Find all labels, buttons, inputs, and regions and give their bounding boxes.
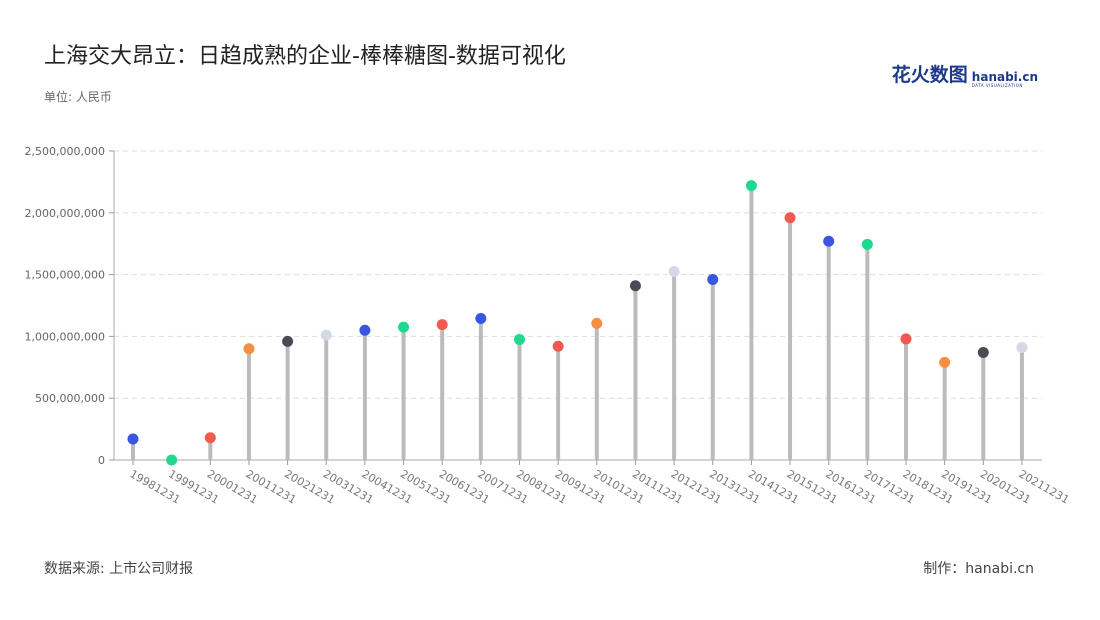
lollipop-dot[interactable]	[398, 321, 410, 333]
lollipop-dot[interactable]	[823, 235, 835, 247]
brand-logo: 花火数图 hanabi.cn DATA VISUALIZATION	[892, 60, 1038, 89]
lollipop-dot[interactable]	[707, 274, 719, 286]
lollipop-dot[interactable]	[552, 340, 564, 352]
logo-en-subtext: DATA VISUALIZATION	[971, 83, 1023, 88]
lollipop-dot[interactable]	[514, 333, 525, 345]
unit-label: 单位: 人民币	[44, 90, 112, 104]
lollipop-dot[interactable]	[591, 317, 603, 329]
chart-title: 上海交大昂立：日趋成熟的企业-棒棒糖图-数据可视化	[44, 44, 566, 69]
lollipop-dot[interactable]	[629, 280, 641, 292]
lollipop-dot[interactable]	[243, 343, 255, 355]
y-tick-label: 1,500,000,000	[25, 269, 105, 282]
lollipop-dot[interactable]	[784, 212, 796, 224]
y-axis-ticks: 0 500,000,000 1,000,000,000 1,500,000,000 2,…	[25, 145, 114, 467]
lollipop-dot[interactable]	[745, 180, 757, 192]
lollipop-dot[interactable]	[436, 319, 448, 331]
lollipop-dot[interactable]	[282, 335, 294, 347]
lollipop-dot[interactable]	[127, 433, 139, 445]
y-tick-label: 2,500,000,000	[25, 145, 105, 158]
lollipop-dot[interactable]	[668, 266, 680, 278]
lollipop-dot[interactable]	[977, 346, 989, 358]
data-source: 数据来源: 上市公司财报	[44, 561, 194, 577]
y-tick-label: 500,000,000	[35, 392, 105, 405]
y-tick-label: 1,000,000,000	[25, 330, 105, 343]
lollipop-dot[interactable]	[1016, 342, 1028, 354]
y-tick-label: 0	[98, 454, 105, 467]
lollipop-dot[interactable]	[204, 432, 216, 444]
logo-en: hanabi.cn DATA VISUALIZATION	[972, 71, 1038, 89]
lollipop-dots	[127, 180, 1028, 466]
grid-lines	[114, 150, 1042, 399]
lollipop-dot[interactable]	[320, 329, 332, 341]
logo-cn-text: 花火数图	[891, 64, 968, 86]
lollipop-dot[interactable]	[359, 324, 371, 336]
lollipop-dot[interactable]	[861, 238, 873, 250]
y-tick-label: 2,000,000,000	[25, 207, 105, 220]
credit-text: 制作：hanabi.cn	[923, 561, 1034, 577]
x-axis-ticks: 1998123119991231200012312001123120021231…	[128, 460, 1071, 507]
lollipop-dot[interactable]	[475, 312, 487, 324]
logo-en-text: hanabi.cn	[971, 70, 1038, 84]
lollipop-dot[interactable]	[939, 356, 951, 368]
lollipop-stems	[131, 185, 1024, 460]
lollipop-dot[interactable]	[900, 333, 912, 345]
